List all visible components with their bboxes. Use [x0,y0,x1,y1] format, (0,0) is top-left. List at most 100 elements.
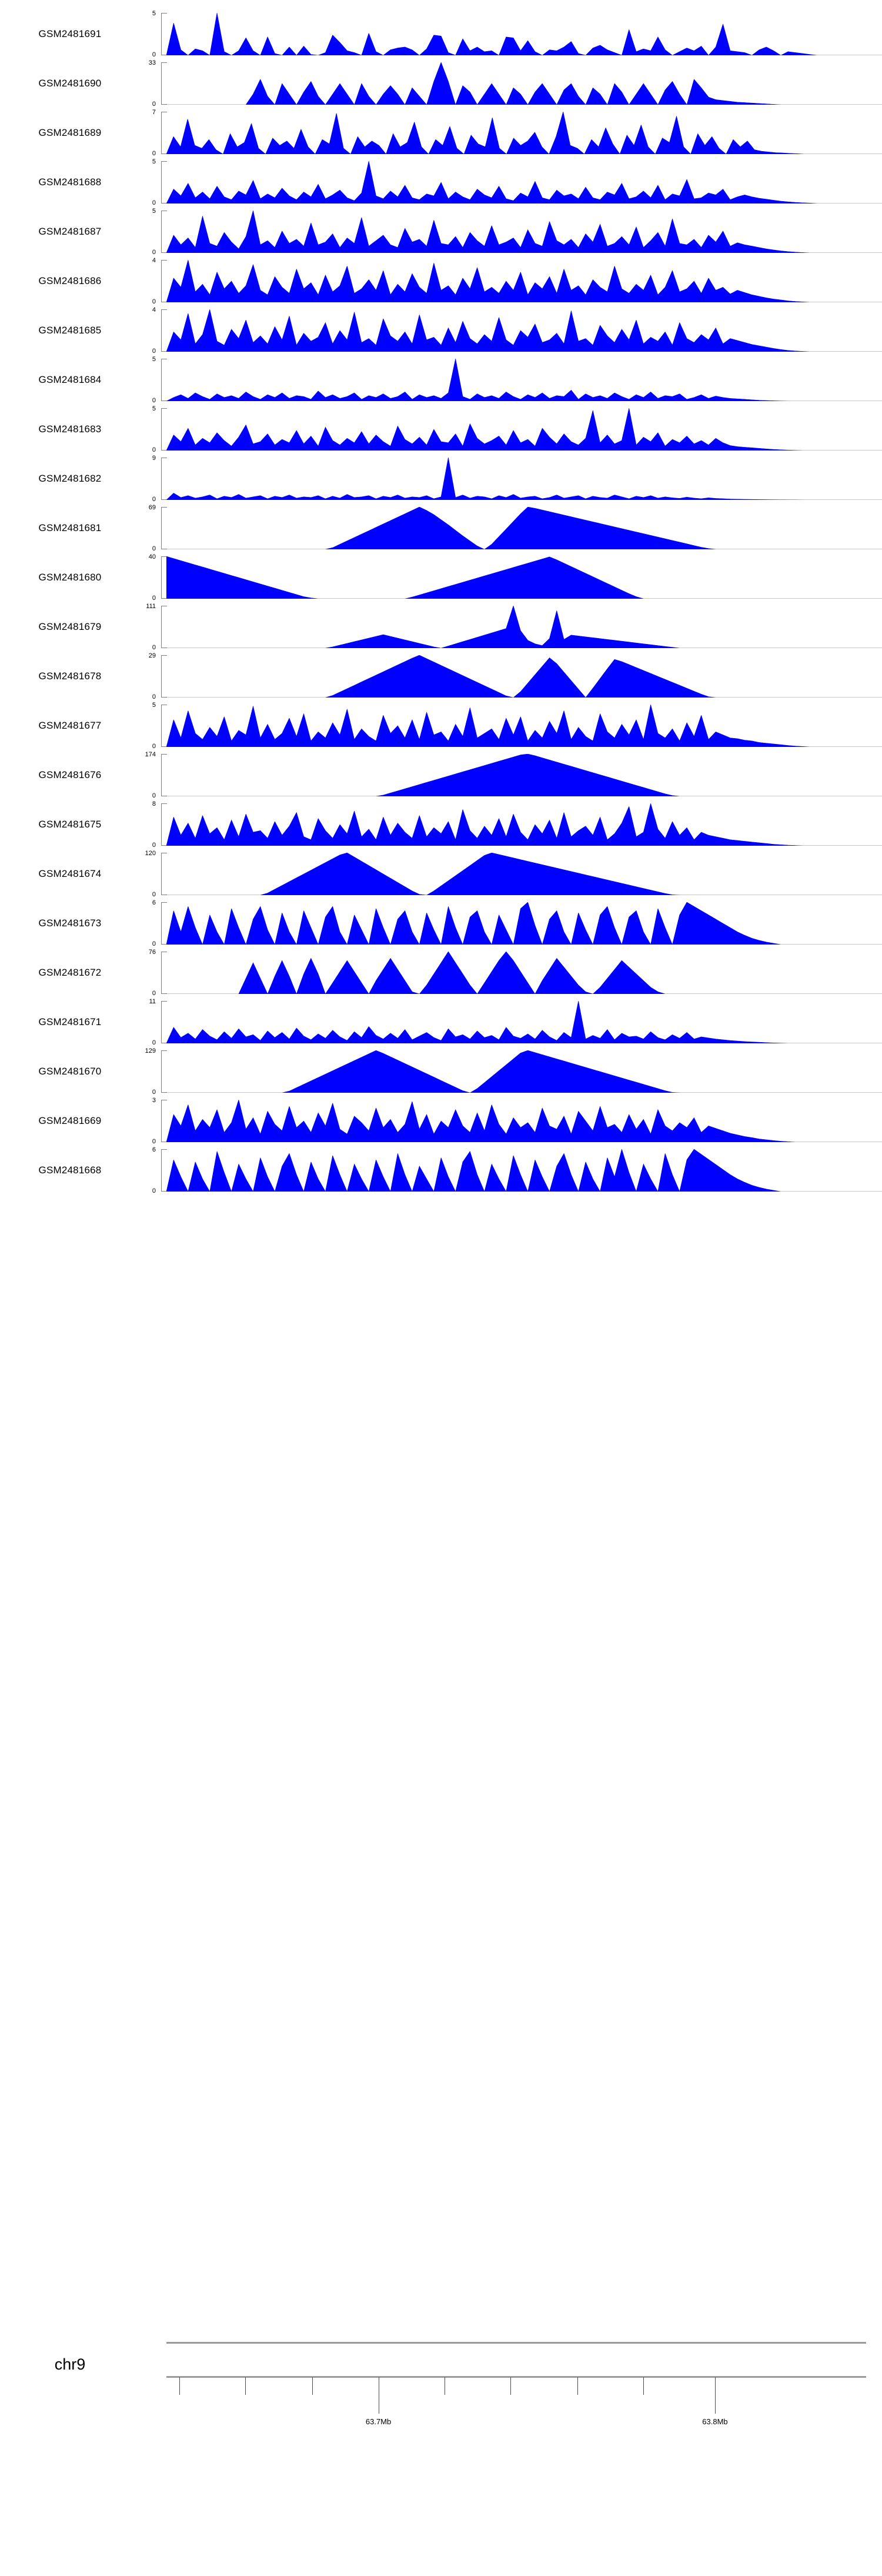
data-track[interactable]: GSM2481680 40 0 [0,553,882,602]
y-axis-min-label: 0 [152,792,156,799]
y-axis-bracket [161,62,167,105]
y-axis-max-label: 5 [152,405,156,412]
track-label-gsm2481671: GSM2481671 [38,1016,102,1027]
y-axis-min-label: 0 [152,990,156,997]
y-axis-min-label: 0 [152,595,156,602]
coverage-plot[interactable] [166,655,882,698]
coverage-plot[interactable] [166,211,882,253]
track-label-gsm2481675: GSM2481675 [38,819,102,830]
data-track[interactable]: GSM2481677 5 0 [0,702,882,750]
y-axis-max-label: 5 [152,158,156,165]
coverage-plot[interactable] [166,705,882,747]
coverage-plot[interactable] [166,260,882,302]
axis-tick-minor [245,2377,246,2395]
coverage-plot[interactable] [166,458,882,500]
data-track[interactable]: GSM2481682 9 0 [0,455,882,503]
data-track[interactable]: GSM2481685 4 0 [0,307,882,355]
y-axis-max-label: 40 [148,553,156,560]
data-track[interactable]: GSM2481670 129 0 [0,1048,882,1096]
y-axis-bracket [161,655,167,698]
y-axis: 76 0 [140,949,161,997]
y-axis-min-label: 0 [152,496,156,503]
coverage-plot[interactable] [166,556,882,599]
track-label-gsm2481682: GSM2481682 [38,473,102,484]
y-axis-min-label: 0 [152,743,156,750]
coverage-plot[interactable] [166,1149,882,1192]
y-axis-min-label: 0 [152,891,156,898]
y-axis-bracket [161,902,167,945]
y-axis-min-label: 0 [152,249,156,256]
coverage-plot[interactable] [166,803,882,846]
y-axis-max-label: 3 [152,1097,156,1104]
data-track[interactable]: GSM2481687 5 0 [0,208,882,256]
data-track[interactable]: GSM2481672 76 0 [0,949,882,997]
y-axis-max-label: 111 [146,603,156,610]
y-axis: 11 0 [140,998,161,1046]
coverage-plot[interactable] [166,952,882,994]
coverage-plot[interactable] [166,359,882,401]
data-track[interactable]: GSM2481668 6 0 [0,1147,882,1194]
coverage-plot[interactable] [166,13,882,55]
y-axis-bracket [161,211,167,253]
data-track[interactable]: GSM2481686 4 0 [0,258,882,305]
data-track[interactable]: GSM2481683 5 0 [0,405,882,453]
y-axis: 29 0 [140,653,161,700]
coverage-plot[interactable] [166,1050,882,1093]
track-label-gsm2481685: GSM2481685 [38,325,102,336]
data-track[interactable]: GSM2481679 111 0 [0,603,882,651]
y-axis-min-label: 0 [152,101,156,108]
data-track[interactable]: GSM2481691 5 0 [0,10,882,58]
data-track[interactable]: GSM2481669 3 0 [0,1097,882,1145]
track-label-gsm2481679: GSM2481679 [38,621,102,632]
y-axis-min-label: 0 [152,940,156,947]
coverage-plot[interactable] [166,62,882,105]
coverage-plot[interactable] [166,1100,882,1142]
y-axis: 69 0 [140,505,161,552]
data-track[interactable]: GSM2481690 33 0 [0,59,882,108]
track-label-gsm2481691: GSM2481691 [38,28,102,39]
data-track[interactable]: GSM2481681 69 0 [0,505,882,552]
coverage-plot[interactable] [166,161,882,203]
coverage-plot[interactable] [166,507,882,549]
data-track[interactable]: GSM2481688 5 0 [0,158,882,206]
coverage-plot[interactable] [166,853,882,895]
chromosome-label: chr9 [54,2355,86,2373]
y-axis-max-label: 11 [149,998,156,1005]
coverage-plot[interactable] [166,309,882,352]
data-track[interactable]: GSM2481673 6 0 [0,900,882,947]
y-axis-max-label: 33 [148,59,156,66]
track-label-gsm2481676: GSM2481676 [38,769,102,780]
axis-tick-minor [510,2377,512,2395]
y-axis-bracket [161,408,167,451]
coverage-plot[interactable] [166,902,882,945]
track-label-gsm2481687: GSM2481687 [38,226,102,237]
track-label-gsm2481688: GSM2481688 [38,176,102,188]
data-track[interactable]: GSM2481678 29 0 [0,653,882,700]
y-axis-max-label: 5 [152,10,156,17]
data-track[interactable]: GSM2481675 8 0 [0,801,882,849]
data-track[interactable]: GSM2481676 174 0 [0,752,882,799]
y-axis-bracket [161,507,167,549]
track-label-gsm2481681: GSM2481681 [38,522,102,533]
coverage-plot[interactable] [166,1001,882,1043]
y-axis-min-label: 0 [152,397,156,404]
y-axis-min-label: 0 [152,1138,156,1145]
data-track[interactable]: GSM2481684 5 0 [0,356,882,404]
data-track[interactable]: GSM2481689 7 0 [0,109,882,157]
y-axis-bracket [161,1149,167,1192]
data-track[interactable]: GSM2481671 11 0 [0,998,882,1046]
coverage-plot[interactable] [166,408,882,451]
y-axis-min-label: 0 [152,545,156,552]
coverage-plot[interactable] [166,606,882,648]
coverage-plot[interactable] [166,754,882,796]
coverage-plot[interactable] [166,112,882,154]
y-axis-max-label: 76 [148,949,156,956]
y-axis-bracket [161,1100,167,1142]
y-axis-max-label: 5 [152,208,156,215]
data-track[interactable]: GSM2481674 120 0 [0,850,882,898]
